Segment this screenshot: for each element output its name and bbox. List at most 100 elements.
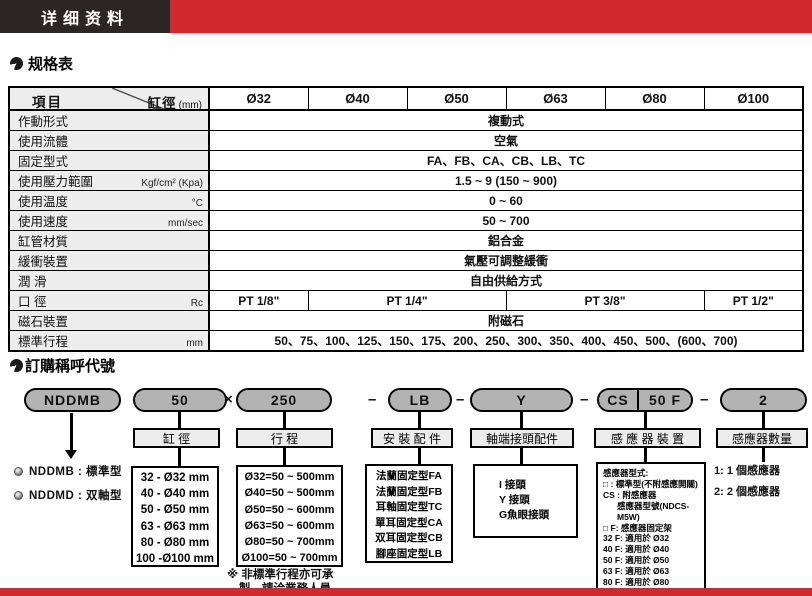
list-item: Ø40=50 ~ 500mm: [244, 487, 335, 500]
table-row: 使用速度 mm/sec 50 ~ 700: [8, 210, 804, 231]
row-value: PT 1/2": [703, 290, 804, 311]
list-item: 80 - Ø80 mm: [140, 536, 210, 549]
row-value: PT 3/8": [505, 290, 705, 311]
section-bullet-icon: [10, 57, 23, 70]
table-row: 口 徑 Rc PT 1/8" PT 1/4" PT 3/8" PT 1/2": [8, 290, 804, 311]
connector-line: [178, 446, 181, 467]
table-row: 固定型式 FA、FB、CA、CB、LB、TC: [8, 150, 804, 171]
field-label-sensor: 感 應 器 裝 置: [594, 428, 701, 448]
corner-diagonal-line: [112, 88, 164, 109]
col-header-100: Ø100: [703, 86, 804, 111]
list-item: Y 接頭: [499, 494, 530, 506]
row-value: 50、75、100、125、150、175、200、250、300、350、40…: [208, 330, 804, 352]
connector-line: [520, 446, 523, 465]
list-item: 32 F: 適用於 Ø32: [603, 533, 670, 544]
list-item: 80 F: 適用於 Ø80: [603, 577, 670, 588]
connector-line: [644, 410, 647, 430]
list-item: 單耳固定型CA: [375, 516, 443, 529]
row-value: 空氣: [208, 130, 804, 151]
row-label: 標準行程 mm: [8, 330, 210, 352]
col-header-32: Ø32: [208, 86, 309, 111]
sensor-options-box: 感應器型式: □ : 標準型(不附感應開關) CS : 附感應器 感應器型號(N…: [596, 462, 706, 596]
row-value: PT 1/8": [208, 290, 309, 311]
connector-line: [178, 410, 181, 430]
connector-line: [70, 413, 73, 452]
row-label: 潤 滑: [8, 270, 210, 291]
col-header-63: Ø63: [505, 86, 606, 111]
code-bubble-rodend: Y: [470, 388, 573, 412]
connector-line: [283, 446, 286, 466]
field-label-rodend: 軸端接頭配件: [470, 428, 574, 448]
connector-line: [762, 410, 765, 430]
connector-line: [520, 410, 523, 430]
bore-options-box: 32 - Ø32 mm 40 - Ø40 mm 50 - Ø50 mm 63 -…: [131, 466, 219, 567]
list-item: 耳軸固定型TC: [375, 501, 443, 514]
list-item: 感應器型號(NDCS-M5W): [617, 500, 690, 522]
list-item: 50 F: 適用於 Ø50: [603, 555, 670, 566]
row-label: 口 徑 Rc: [8, 290, 210, 311]
footer-red-bar: [0, 588, 812, 596]
connector-line: [418, 446, 421, 465]
row-value: FA、FB、CA、CB、LB、TC: [208, 150, 804, 171]
list-item: 50 - Ø50 mm: [140, 504, 210, 517]
stroke-options-box: Ø32=50 ~ 500mm Ø40=50 ~ 500mm Ø50=50 ~ 6…: [236, 465, 343, 567]
list-item: Ø100=50 ~ 700mm: [241, 552, 338, 565]
list-item: I 接頭: [499, 479, 526, 491]
spec-table-corner-cell: 項目 缸徑 (mm): [8, 86, 210, 111]
list-item: Ø63=50 ~ 600mm: [244, 519, 335, 532]
row-value: 1.5 ~ 9 (150 ~ 900): [208, 170, 804, 191]
list-item: 感應器型式:: [603, 468, 649, 478]
field-label-bore: 缸 徑: [133, 428, 220, 448]
col-header-40: Ø40: [307, 86, 408, 111]
col-header-50: Ø50: [406, 86, 507, 111]
corner-bore-label: 缸徑 (mm): [147, 96, 202, 110]
table-row: 使用流體 空氣: [8, 130, 804, 151]
separator-dash: –: [700, 391, 709, 408]
row-value: PT 1/4": [307, 290, 507, 311]
row-label: 緩衝裝置: [8, 250, 210, 271]
list-item: G魚眼接頭: [499, 509, 550, 521]
list-item: CS : 附感應器: [603, 489, 657, 500]
list-item: 63 - Ø63 mm: [140, 520, 210, 533]
separator-dash: –: [368, 391, 377, 408]
connector-line: [283, 410, 286, 430]
field-label-mount: 安 裝 配 件: [371, 428, 453, 448]
connector-line: [762, 446, 765, 462]
row-value: 附磁石: [208, 310, 804, 331]
section-bullet-icon: [10, 359, 23, 372]
list-item: Ø80=50 ~ 700mm: [244, 536, 335, 549]
mount-options-box: 法蘭固定型FA 法蘭固定型FB 耳軸固定型TC 單耳固定型CA 双耳固定型CB …: [365, 464, 453, 563]
table-row: 作動形式 複動式: [8, 109, 804, 131]
list-item: □ : 標準型(不附感應開關): [603, 478, 698, 489]
separator-dash: –: [456, 391, 465, 408]
spec-table-header-row: 項目 缸徑 (mm) Ø32 Ø40 Ø50 Ø63 Ø80 Ø100: [8, 86, 804, 111]
list-item: 法蘭固定型FA: [376, 470, 442, 482]
row-label: 作動形式: [8, 109, 210, 131]
row-label: 固定型式: [8, 150, 210, 171]
list-item: 2: 2 個感應器: [714, 486, 781, 498]
separator-times: ×: [224, 391, 233, 408]
list-item: Ø32=50 ~ 500mm: [244, 471, 335, 483]
header-red-bar: 详细资料: [0, 0, 812, 33]
arrow-down-icon: [65, 450, 77, 459]
table-row: 使用壓力範圍 Kgf/cm² (Kpa) 1.5 ~ 9 (150 ~ 900): [8, 170, 804, 191]
row-label: 使用温度 °C: [8, 190, 210, 211]
list-item: 1: 1 個感應器: [714, 465, 781, 477]
list-item: 双耳固定型CB: [375, 532, 443, 545]
sensor-code-prefix: CS: [599, 390, 639, 410]
row-value: 氣壓可調整緩衝: [208, 250, 804, 271]
connector-line: [418, 410, 421, 430]
table-row: 潤 滑 自由供給方式: [8, 270, 804, 291]
row-label: 磁石裝置: [8, 310, 210, 331]
spec-section-title: 规格表: [10, 53, 73, 74]
rodend-options-box: I 接頭 Y 接頭 G魚眼接頭: [473, 464, 578, 538]
field-label-qty: 感應器數量: [716, 428, 808, 448]
qty-options: 1: 1 個感應器 2: 2 個感應器: [714, 461, 780, 503]
order-section-title: 訂購稱呼代號: [10, 355, 115, 376]
code-bubble-mount: LB: [388, 388, 452, 412]
spec-section-title-text: 规格表: [28, 56, 74, 73]
list-item: 40 - Ø40 mm: [140, 488, 210, 501]
row-label: 缸管材質: [8, 230, 210, 251]
sensor-code-size: 50 F: [648, 392, 681, 408]
